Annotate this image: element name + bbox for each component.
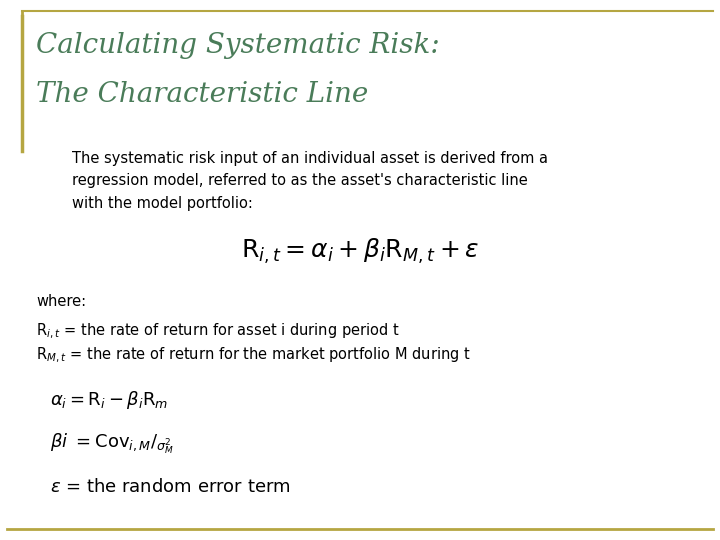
Text: $\mathrm{R}_{i,t}$ = the rate of return for asset i during period t: $\mathrm{R}_{i,t}$ = the rate of return … [36, 321, 400, 341]
Text: $\mathrm{R}_{M,t}$ = the rate of return for the market portfolio M during t: $\mathrm{R}_{M,t}$ = the rate of return … [36, 346, 471, 365]
Text: $\mathrm{R}_{i,t} = \alpha_i + \beta_i \mathrm{R}_{M,t} + \varepsilon$: $\mathrm{R}_{i,t} = \alpha_i + \beta_i \… [240, 237, 480, 266]
Text: The Characteristic Line: The Characteristic Line [36, 81, 368, 108]
Text: where:: where: [36, 294, 86, 309]
Text: Calculating Systematic Risk:: Calculating Systematic Risk: [36, 32, 440, 59]
Text: The systematic risk input of an individual asset is derived from a
regression mo: The systematic risk input of an individu… [72, 151, 548, 211]
Text: $\beta i \ = \mathrm{Cov}_{i,M} /_{\sigma_M^2}$: $\beta i \ = \mathrm{Cov}_{i,M} /_{\sigm… [50, 432, 174, 456]
Text: $\alpha_i = \mathrm{R}_i - \beta_i \mathrm{R}_m$: $\alpha_i = \mathrm{R}_i - \beta_i \math… [50, 389, 168, 411]
Text: $\varepsilon$ = the random error term: $\varepsilon$ = the random error term [50, 478, 291, 496]
